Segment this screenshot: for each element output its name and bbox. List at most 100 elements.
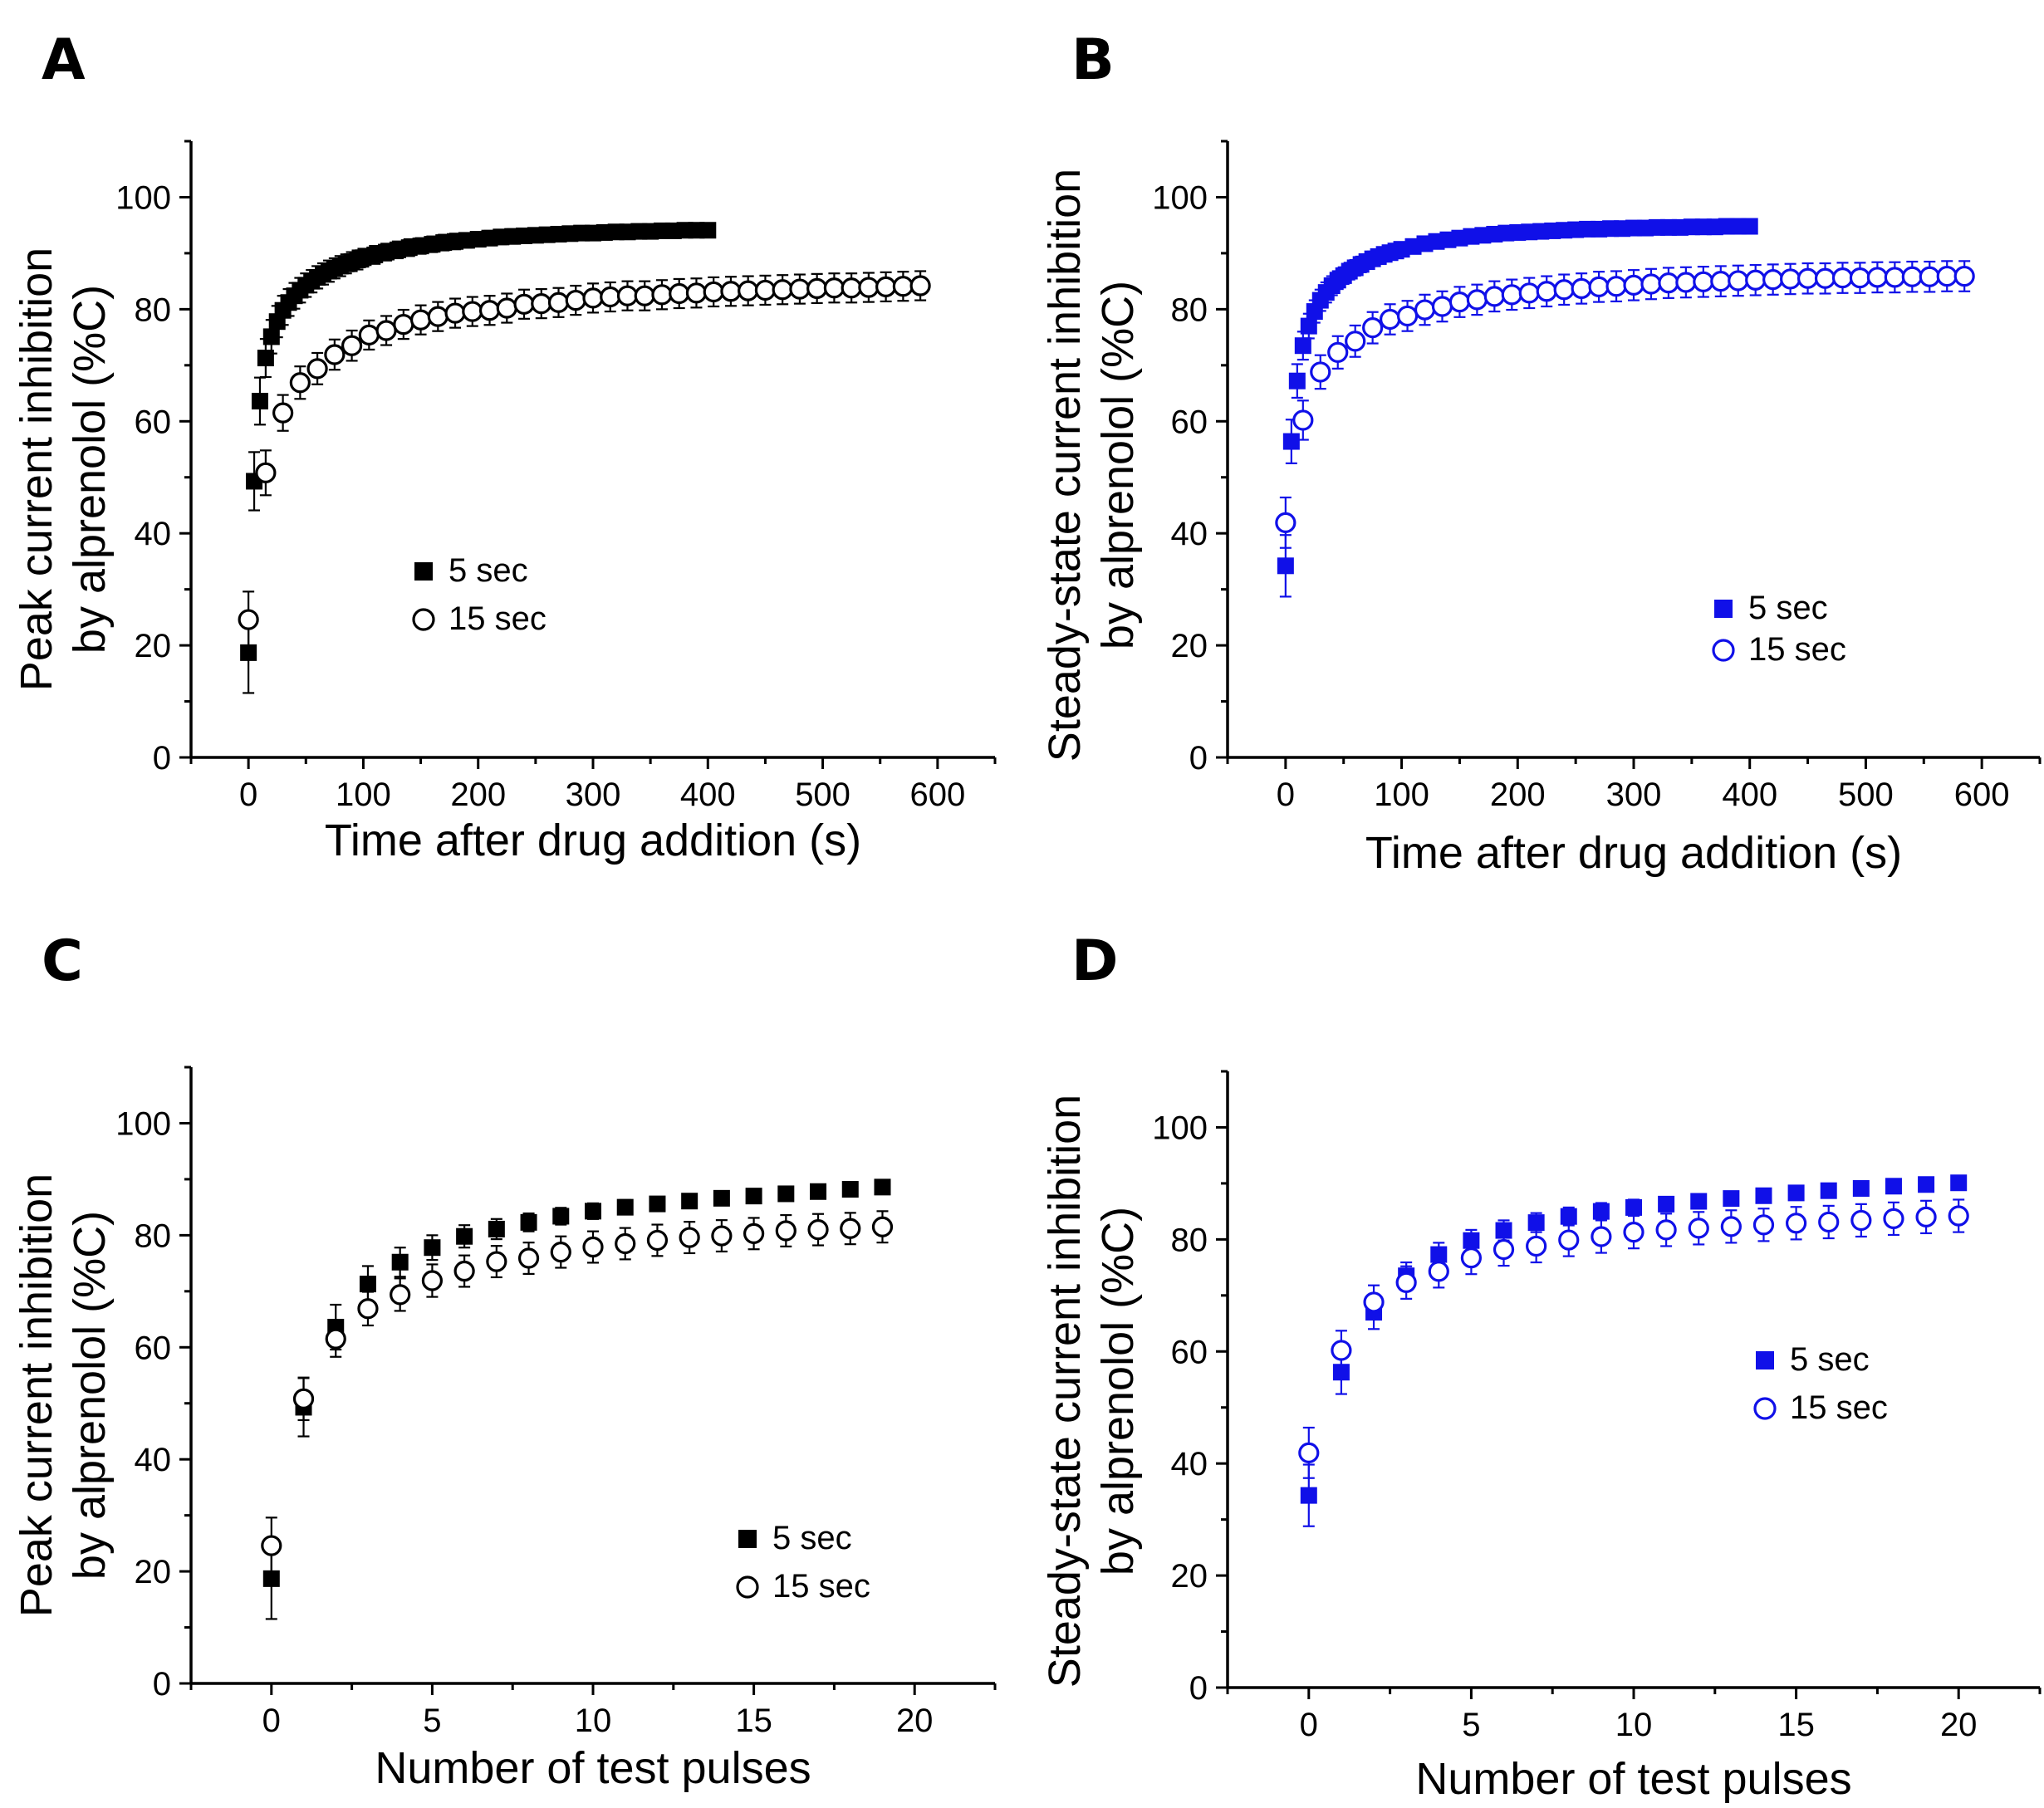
chart-panel-a: A 0 20 40 60 80 100 0 100 200 300 400 500 600 Time aft… bbox=[12, 27, 997, 865]
data-point bbox=[1755, 1187, 1772, 1204]
data-point bbox=[421, 1270, 444, 1291]
data-point bbox=[1483, 286, 1505, 307]
data-point bbox=[1591, 1226, 1612, 1247]
legend-marker bbox=[1753, 1397, 1777, 1420]
data-point bbox=[255, 462, 277, 483]
y-tick-label: 100 bbox=[1152, 1110, 1208, 1146]
data-point bbox=[679, 1227, 700, 1248]
legend-label: 5 sec bbox=[1748, 590, 1828, 626]
data-point bbox=[1560, 1208, 1577, 1225]
data-point bbox=[424, 1239, 441, 1257]
data-point bbox=[1818, 1211, 1840, 1233]
legend-marker bbox=[1714, 600, 1733, 618]
data-point bbox=[1428, 1261, 1449, 1282]
y-tick-label: 0 bbox=[153, 740, 171, 777]
data-point bbox=[462, 301, 483, 322]
data-point bbox=[616, 285, 639, 306]
x-tick-label: 5 bbox=[423, 1703, 441, 1739]
data-point bbox=[874, 1178, 891, 1196]
data-point bbox=[375, 320, 397, 341]
data-point bbox=[262, 328, 280, 345]
panel-letter: B bbox=[1071, 27, 1115, 93]
legend-label: 5 sec bbox=[1790, 1341, 1870, 1378]
y-tick-label: 80 bbox=[1171, 292, 1208, 328]
chart-panel-d: D 0 20 40 60 80 100 0 5 10 15 20 Number of test puls… bbox=[1040, 928, 2042, 1804]
data-point bbox=[1331, 1340, 1352, 1361]
data-point bbox=[651, 284, 673, 306]
data-point bbox=[1501, 284, 1522, 306]
data-point bbox=[1690, 1193, 1708, 1210]
y-tick-label: 60 bbox=[135, 1330, 172, 1366]
legend-label: 15 sec bbox=[772, 1568, 870, 1605]
data-point bbox=[1332, 1364, 1350, 1381]
data-point bbox=[325, 1328, 346, 1350]
data-point bbox=[858, 277, 880, 298]
data-point bbox=[391, 1253, 409, 1271]
data-point bbox=[582, 287, 604, 309]
series-15-sec bbox=[261, 1210, 894, 1575]
x-tick-label: 0 bbox=[1277, 777, 1295, 813]
series-5-sec bbox=[1277, 218, 1758, 598]
data-point bbox=[699, 222, 717, 239]
y-axis-title-line2: by alprenolol (%C) bbox=[1093, 1207, 1143, 1575]
data-point bbox=[582, 1236, 604, 1258]
y-axis-title: Steady-state current inhibition by alpren… bbox=[1040, 169, 1143, 762]
y-tick-label: 80 bbox=[135, 292, 172, 328]
data-point bbox=[444, 302, 466, 324]
data-point bbox=[1885, 1178, 1902, 1195]
data-point bbox=[1762, 269, 1784, 291]
data-point bbox=[257, 350, 274, 367]
x-tick-label: 0 bbox=[262, 1703, 281, 1739]
data-point bbox=[359, 1276, 376, 1293]
legend-label: 15 sec bbox=[449, 600, 547, 637]
x-tick-label: 10 bbox=[1615, 1707, 1653, 1743]
y-tick-label: 0 bbox=[1189, 1670, 1208, 1707]
data-point bbox=[1741, 218, 1758, 235]
y-axis-title-line2: by alprenolol (%C) bbox=[65, 285, 115, 654]
data-point bbox=[1288, 372, 1306, 390]
data-point bbox=[531, 293, 552, 315]
data-point bbox=[1786, 1213, 1807, 1234]
data-point bbox=[777, 1185, 795, 1203]
data-point bbox=[681, 1193, 698, 1210]
y-tick-label: 0 bbox=[153, 1666, 171, 1703]
x-tick-label: 400 bbox=[1722, 777, 1777, 813]
legend-marker bbox=[736, 1575, 759, 1599]
data-point bbox=[1592, 1203, 1610, 1220]
data-point bbox=[486, 1251, 507, 1272]
data-point bbox=[261, 1535, 282, 1556]
data-point bbox=[306, 358, 328, 380]
data-point bbox=[520, 1213, 537, 1231]
data-point bbox=[1831, 267, 1854, 289]
panel-letter: D bbox=[1071, 928, 1118, 994]
y-axis-title: Peak current inhibition by alprenolol (%C… bbox=[12, 1173, 115, 1617]
y-tick-label: 20 bbox=[135, 628, 172, 664]
y-axis-title-line1: Steady-state current inhibition bbox=[1040, 169, 1090, 762]
x-axis-title: Time after drug addition (s) bbox=[325, 816, 861, 865]
data-point bbox=[1658, 1195, 1675, 1213]
x-tick-label: 500 bbox=[795, 777, 850, 813]
series-15-sec bbox=[238, 270, 931, 649]
y-tick-label: 100 bbox=[115, 1105, 171, 1142]
data-point bbox=[409, 309, 432, 331]
data-point bbox=[738, 280, 759, 301]
data-point bbox=[772, 279, 793, 301]
legend: 5 sec 15 sec bbox=[1712, 590, 1846, 668]
data-point bbox=[1688, 1218, 1709, 1239]
data-point bbox=[1814, 267, 1836, 289]
data-point bbox=[841, 277, 862, 299]
data-point bbox=[1345, 331, 1366, 352]
data-point bbox=[1588, 276, 1610, 297]
data-point bbox=[1327, 341, 1349, 363]
data-point bbox=[456, 1227, 473, 1245]
data-point bbox=[1820, 1182, 1837, 1199]
series-15-sec bbox=[1275, 260, 1975, 549]
data-point bbox=[713, 1189, 730, 1207]
data-point bbox=[745, 1188, 762, 1205]
y-tick-label: 60 bbox=[135, 404, 172, 440]
data-point bbox=[807, 1219, 829, 1241]
data-point bbox=[1298, 1442, 1320, 1463]
data-point bbox=[478, 300, 501, 321]
legend-marker bbox=[414, 562, 433, 581]
